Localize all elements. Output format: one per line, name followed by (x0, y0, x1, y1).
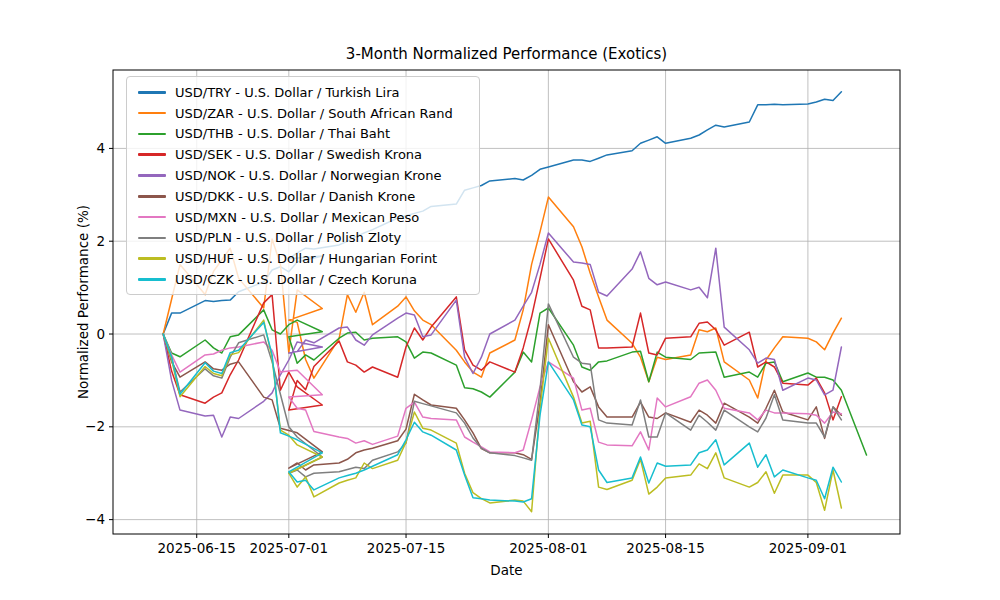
legend-item-USD-CZK: USD/CZK - U.S. Dollar / Czech Koruna (138, 269, 479, 290)
legend-label: USD/NOK - U.S. Dollar / Norwegian Krone (175, 168, 442, 183)
y-tick-label: 4 (96, 140, 105, 156)
legend-line-swatch (138, 257, 166, 260)
legend-line-swatch (138, 91, 166, 94)
series-line-USD-HUF (163, 320, 841, 512)
legend-label: USD/SEK - U.S. Dollar / Swedish Krona (175, 147, 422, 162)
x-tick-label: 2025-06-15 (157, 540, 235, 556)
x-tick-label: 2025-07-01 (250, 540, 328, 556)
y-tick-label: −2 (85, 418, 105, 434)
y-tick-label: 0 (96, 326, 105, 342)
chart-title: 3-Month Normalized Performance (Exotics) (113, 45, 900, 63)
figure: 2025-06-15 2025-07-01 2025-07-15 2025-08-01… (0, 0, 1000, 600)
legend: USD/TRY - U.S. Dollar / Turkish Lira USD/… (126, 76, 480, 295)
legend-line-swatch (138, 153, 166, 156)
legend-item-USD-SEK: USD/SEK - U.S. Dollar / Swedish Krona (138, 144, 479, 165)
legend-line-swatch (138, 216, 166, 219)
x-tick-label: 2025-09-01 (769, 540, 847, 556)
legend-label: USD/TRY - U.S. Dollar / Turkish Lira (175, 85, 400, 100)
y-tick-label: −4 (85, 511, 105, 527)
legend-line-swatch (138, 174, 166, 177)
x-tick-label: 2025-08-15 (626, 540, 704, 556)
legend-item-USD-HUF: USD/HUF - U.S. Dollar / Hungarian Forint (138, 248, 479, 269)
legend-label: USD/ZAR - U.S. Dollar / South African Ra… (175, 106, 453, 121)
legend-label: USD/MXN - U.S. Dollar / Mexican Peso (175, 210, 419, 225)
legend-item-USD-THB: USD/THB - U.S. Dollar / Thai Baht (138, 124, 479, 145)
legend-item-USD-DKK: USD/DKK - U.S. Dollar / Danish Krone (138, 186, 479, 207)
legend-line-swatch (138, 278, 166, 281)
legend-item-USD-TRY: USD/TRY - U.S. Dollar / Turkish Lira (138, 82, 479, 103)
legend-label: USD/CZK - U.S. Dollar / Czech Koruna (175, 272, 417, 287)
legend-line-swatch (138, 195, 166, 198)
legend-item-USD-NOK: USD/NOK - U.S. Dollar / Norwegian Krone (138, 165, 479, 186)
legend-item-USD-MXN: USD/MXN - U.S. Dollar / Mexican Peso (138, 207, 479, 228)
legend-item-USD-ZAR: USD/ZAR - U.S. Dollar / South African Ra… (138, 103, 479, 124)
legend-label: USD/DKK - U.S. Dollar / Danish Krone (175, 189, 415, 204)
y-tick-label: 2 (96, 233, 105, 249)
x-tick-label: 2025-07-15 (367, 540, 445, 556)
series-line-USD-MXN (163, 334, 841, 453)
legend-label: USD/PLN - U.S. Dollar / Polish Zloty (175, 230, 401, 245)
legend-item-USD-PLN: USD/PLN - U.S. Dollar / Polish Zloty (138, 228, 479, 249)
legend-line-swatch (138, 133, 166, 136)
legend-label: USD/HUF - U.S. Dollar / Hungarian Forint (175, 251, 437, 266)
x-tick-label: 2025-08-01 (509, 540, 587, 556)
legend-label: USD/THB - U.S. Dollar / Thai Baht (175, 126, 390, 141)
legend-line-swatch (138, 237, 166, 240)
legend-line-swatch (138, 112, 166, 115)
y-axis-label: Normalized Performance (%) (75, 205, 91, 399)
x-axis-label: Date (113, 562, 900, 578)
